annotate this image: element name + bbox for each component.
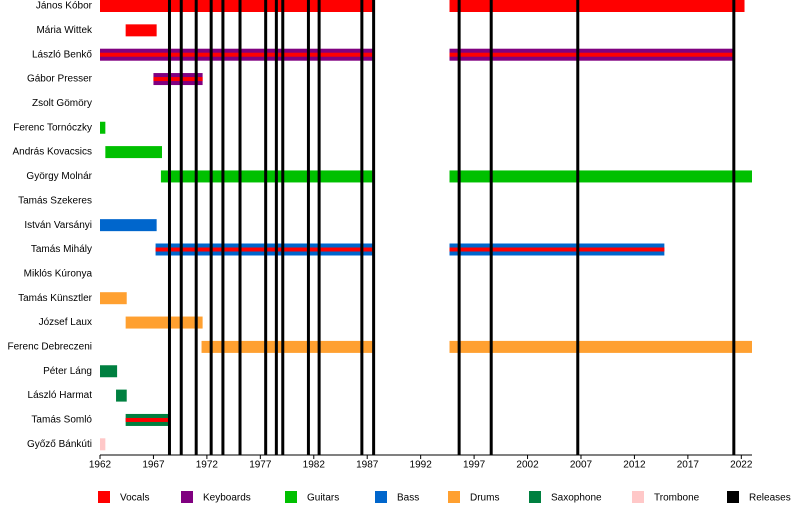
member-label: Mária Wittek [36,25,93,36]
legend-swatch [181,491,193,503]
secondary-role-bar [153,77,203,82]
legend-label: Keyboards [203,493,251,504]
role-bar [100,219,157,232]
member-label: József Laux [39,317,92,328]
role-bar [201,340,375,353]
legend-swatch [632,491,644,503]
role-bar [449,0,745,12]
member-label: Tamás Künsztler [18,293,93,304]
member-label: László Benkő [32,49,92,60]
x-tick-label: 1992 [410,460,433,471]
role-bar [160,170,375,183]
secondary-role-bar [100,52,375,57]
x-tick-label: 1997 [463,460,486,471]
x-tick-label: 1972 [196,460,219,471]
legend-label: Bass [397,493,419,504]
role-bar [100,365,118,378]
secondary-role-bar [449,52,734,57]
x-tick-label: 1982 [303,460,326,471]
x-tick-label: 2007 [570,460,593,471]
role-bar [100,121,106,134]
role-bar [449,340,752,353]
role-bar [100,292,127,305]
x-tick-label: 1962 [89,460,112,471]
role-bar [449,170,752,183]
role-bar [100,438,106,451]
member-label: György Molnár [26,171,92,182]
member-label: István Varsányi [24,220,92,231]
role-bar [100,0,375,12]
legend-label: Trombone [654,493,700,504]
member-label: Gábor Presser [27,74,93,85]
member-label: András Kovacsics [13,147,92,158]
member-label: Miklós Kúronya [24,268,93,279]
legend-label: Vocals [120,493,149,504]
legend-swatch [285,491,297,503]
legend-swatch [375,491,387,503]
member-label: Győző Bánkúti [27,439,92,450]
member-label: Tamás Mihály [31,244,92,255]
role-bar [105,146,162,159]
x-tick-label: 2017 [677,460,700,471]
member-label: Ferenc Tornóczky [13,122,92,133]
role-bar [125,316,203,329]
legend-swatch [98,491,110,503]
x-tick-label: 1987 [356,460,379,471]
x-tick-label: 2012 [623,460,646,471]
secondary-role-bar [449,247,665,252]
x-tick-label: 1967 [142,460,165,471]
secondary-role-bar [125,417,171,422]
member-label: Tamás Somló [31,415,92,426]
role-bar [116,389,127,402]
x-tick-label: 1977 [249,460,272,471]
legend-label: Drums [470,493,499,504]
legend-swatch [727,491,739,503]
member-label: János Kóbor [36,1,93,12]
member-label: Zsolt Gömöry [32,98,92,109]
role-bar [125,24,157,37]
member-label: Tamás Szekeres [18,195,92,206]
legend-label: Saxophone [551,493,602,504]
legend-swatch [529,491,541,503]
legend-label: Releases [749,493,791,504]
member-label: Péter Láng [43,366,92,377]
member-label: Ferenc Debreczeni [8,342,92,353]
member-label: László Harmat [28,390,93,401]
legend-swatch [448,491,460,503]
x-tick-label: 2022 [730,460,753,471]
x-tick-label: 2002 [516,460,539,471]
legend-label: Guitars [307,493,339,504]
